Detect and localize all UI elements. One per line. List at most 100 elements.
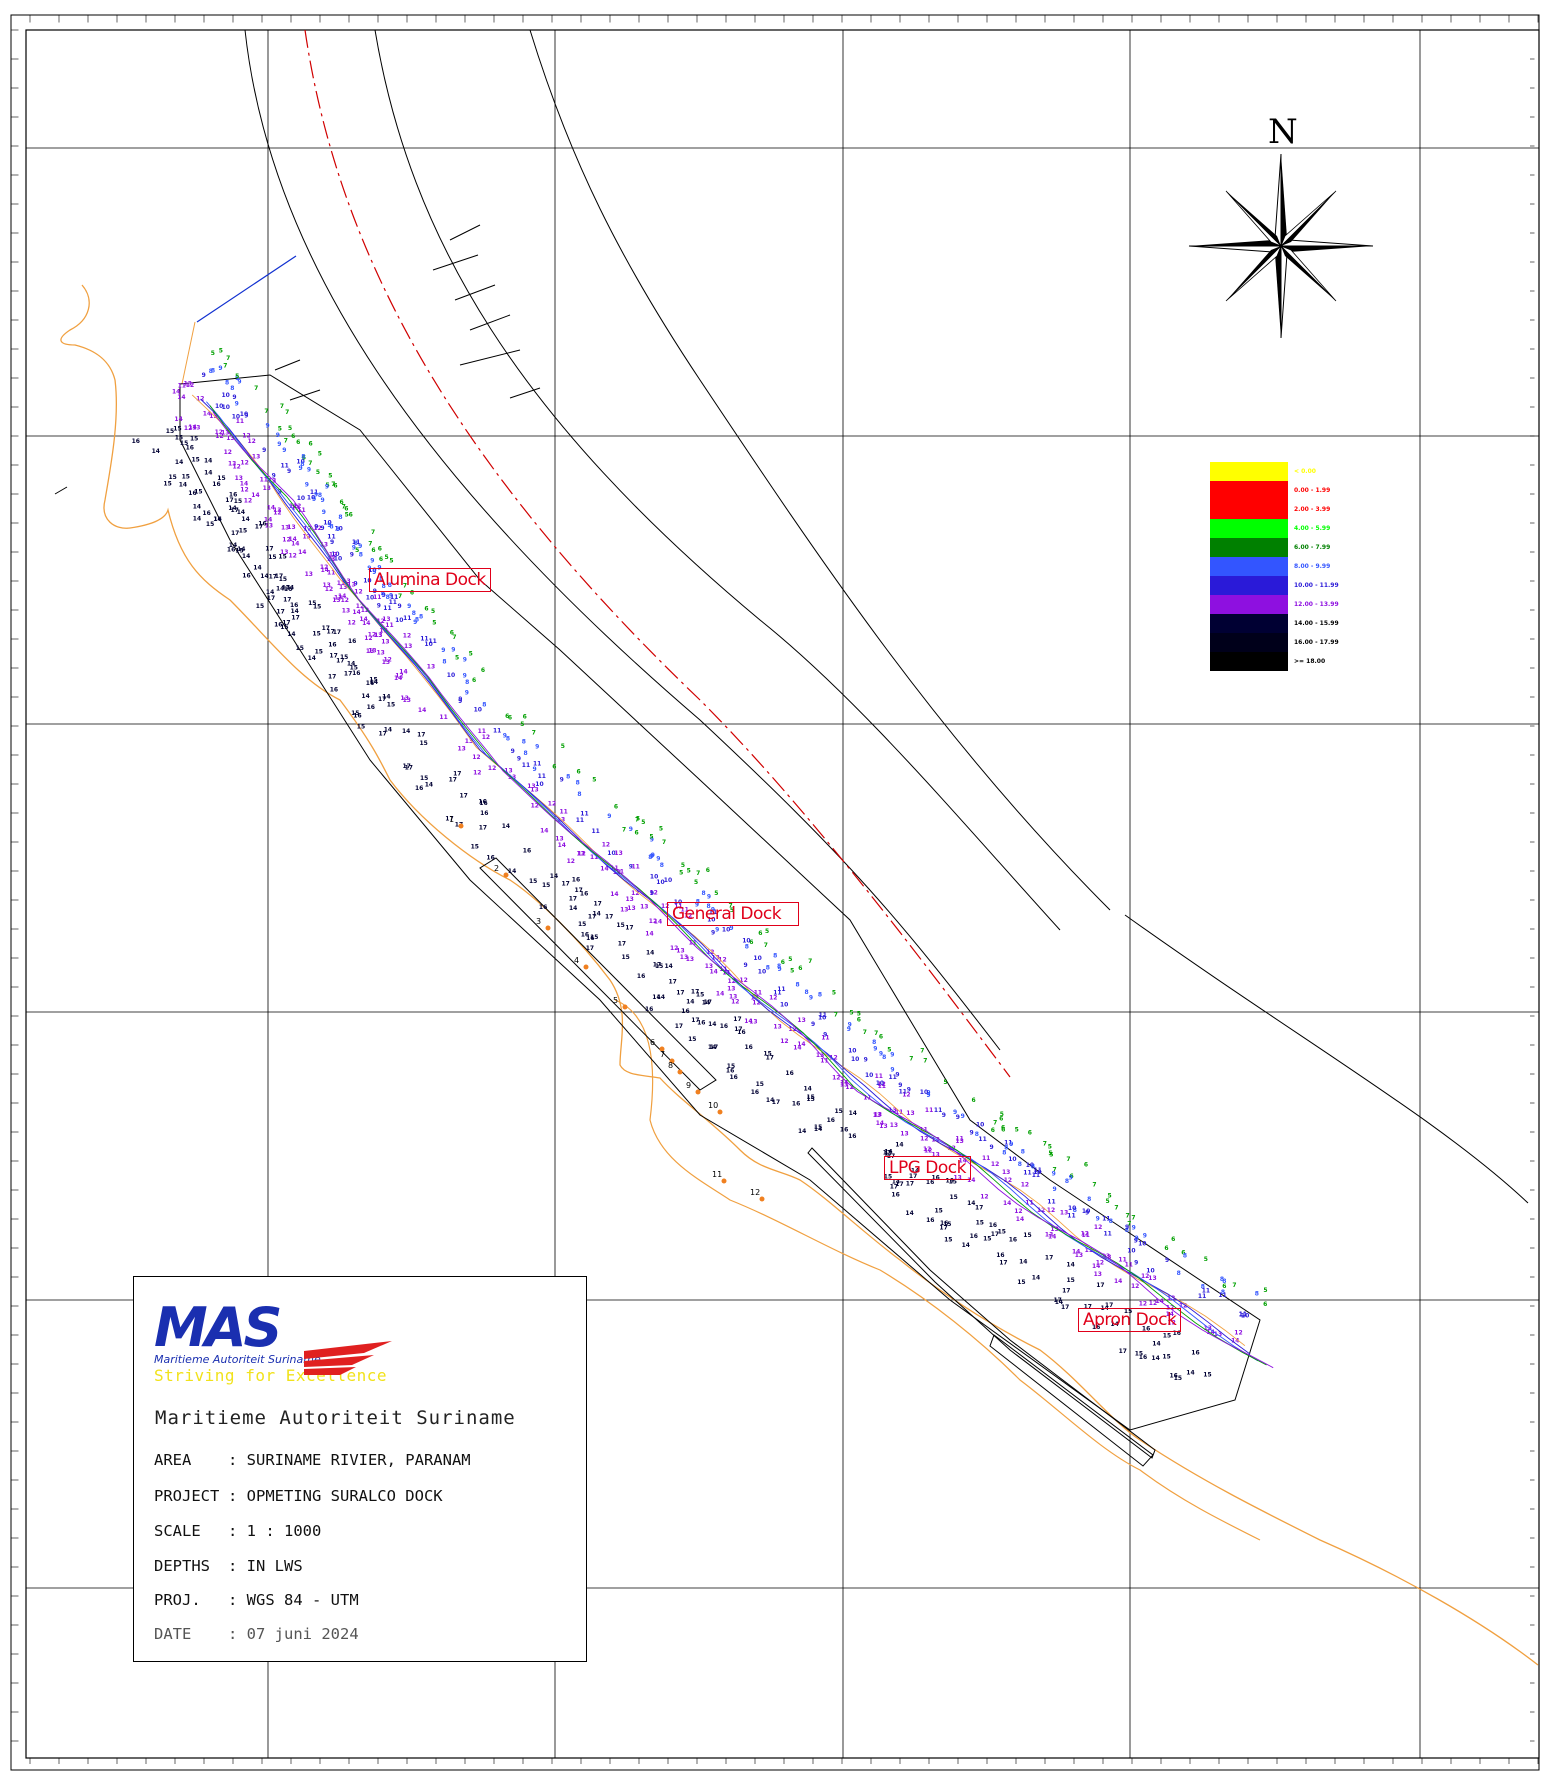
depth-sounding: 9 bbox=[463, 656, 467, 663]
depth-sounding: 16 bbox=[926, 1217, 934, 1224]
depth-sounding: 5 bbox=[592, 776, 596, 783]
depth-sounding: 15 bbox=[169, 474, 177, 481]
depth-sounding: 8 bbox=[1222, 1278, 1226, 1285]
depth-sounding: 13 bbox=[287, 524, 295, 531]
depth-sounding: 12 bbox=[1131, 1283, 1139, 1290]
depth-sounding: 12 bbox=[923, 1146, 931, 1153]
depth-sounding: 6 bbox=[706, 867, 710, 874]
depth-sounding: 9 bbox=[237, 379, 241, 386]
survey-point bbox=[659, 1046, 665, 1052]
depth-sounding: 17 bbox=[460, 792, 468, 799]
depth-sounding: 14 bbox=[884, 1148, 892, 1155]
depth-sounding: 17 bbox=[586, 945, 594, 952]
legend-item: 8.00 - 9.99 bbox=[1210, 557, 1339, 576]
depth-sounding: 14 bbox=[276, 585, 284, 592]
depth-sounding: 16 bbox=[580, 891, 588, 898]
depth-sounding: 8 bbox=[522, 739, 526, 746]
depth-sounding: 14 bbox=[686, 999, 694, 1006]
depth-sounding: 5 bbox=[235, 373, 239, 380]
depth-sounding: 15 bbox=[998, 1229, 1006, 1236]
survey-strip-outline bbox=[179, 374, 1261, 1431]
channel-line-3 bbox=[529, 29, 1111, 911]
depth-sounding: 13 bbox=[192, 425, 200, 432]
depth-sounding: 15 bbox=[166, 428, 174, 435]
depth-sounding: 8 bbox=[773, 952, 777, 959]
depth-sounding: 9 bbox=[218, 365, 222, 372]
depth-sounding: 17 bbox=[895, 1181, 903, 1188]
depth-sounding: 13 bbox=[265, 523, 273, 530]
depth-sounding: 11 bbox=[925, 1107, 933, 1114]
legend-swatch bbox=[1210, 500, 1288, 519]
depth-sounding: 10 bbox=[368, 567, 376, 574]
depth-sounding: 14 bbox=[253, 564, 261, 571]
depth-sounding: 12 bbox=[395, 672, 403, 679]
depth-sounding: 17 bbox=[605, 914, 613, 921]
depth-sounding: 9 bbox=[744, 962, 748, 969]
legend-label: 14.00 - 15.99 bbox=[1294, 620, 1339, 627]
depth-sounding: 14 bbox=[298, 549, 306, 556]
depth-sounding: 14 bbox=[177, 394, 185, 401]
depth-sounding: 6 bbox=[1171, 1236, 1175, 1243]
depth-sounding: 6 bbox=[481, 667, 485, 674]
depth-sounding: 14 bbox=[267, 504, 275, 511]
depth-sounding: 5 bbox=[790, 967, 794, 974]
depth-sounding: 14 bbox=[508, 868, 516, 875]
depth-sounding: 9 bbox=[926, 1092, 930, 1099]
depth-sounding: 11 bbox=[289, 503, 297, 510]
depth-sounding: 13 bbox=[1060, 1210, 1068, 1217]
depth-sounding: 16 bbox=[290, 602, 298, 609]
depth-sounding: 17 bbox=[449, 777, 457, 784]
depth-sounding: 12 bbox=[1021, 1181, 1029, 1188]
depth-sounding: 14 bbox=[892, 1178, 900, 1185]
depth-sounding: 14 bbox=[593, 910, 601, 917]
depth-sounding: 14 bbox=[228, 505, 236, 512]
depth-sounding: 9 bbox=[890, 1052, 894, 1059]
depth-sounding: 7 bbox=[1114, 1204, 1118, 1211]
depth-sounding: 17 bbox=[1096, 1282, 1104, 1289]
depth-sounding: 13 bbox=[577, 851, 585, 858]
depth-sounding: 6 bbox=[378, 545, 382, 552]
depth-sounding: 14 bbox=[600, 866, 608, 873]
legend-item: 14.00 - 15.99 bbox=[1210, 614, 1339, 633]
depth-sounding: 10 bbox=[1026, 1162, 1034, 1169]
depth-sounding: 17 bbox=[1062, 1288, 1070, 1295]
depth-sounding: 15 bbox=[471, 843, 479, 850]
depth-sounding: 13 bbox=[332, 597, 340, 604]
depth-sounding: 5 bbox=[1048, 1144, 1052, 1151]
depth-sounding: 6 bbox=[296, 439, 300, 446]
depth-sounding: 10 bbox=[1241, 1313, 1249, 1320]
depth-sounding: 16 bbox=[212, 481, 220, 488]
depth-sounding: 10 bbox=[865, 1072, 873, 1079]
depth-sounding: 9 bbox=[287, 468, 291, 475]
depth-sounding: 14 bbox=[550, 873, 558, 880]
depth-sounding: 12 bbox=[991, 1161, 999, 1168]
depth-sounding: 14 bbox=[1048, 1234, 1056, 1241]
depth-sounding: 12 bbox=[728, 978, 736, 985]
depth-sounding: 7 bbox=[1053, 1167, 1057, 1174]
depth-sounding: 14 bbox=[1066, 1262, 1074, 1269]
depth-sounding: 14 bbox=[242, 553, 250, 560]
legend-item: 16.00 - 17.99 bbox=[1210, 633, 1339, 652]
depth-sounding: 14 bbox=[1072, 1248, 1080, 1255]
legend-item: 6.00 - 7.99 bbox=[1210, 538, 1339, 557]
depth-sounding: 15 bbox=[949, 1179, 957, 1186]
depth-sounding: 12 bbox=[364, 635, 372, 642]
depth-sounding: 13 bbox=[280, 549, 288, 556]
depth-sounding: 11 bbox=[327, 570, 335, 577]
depth-sounding: 10 bbox=[335, 525, 343, 532]
depth-sounding: 16 bbox=[730, 1074, 738, 1081]
depth-sounding: 11 bbox=[420, 635, 428, 642]
depth-sounding: 15 bbox=[983, 1236, 991, 1243]
depth-sounding: 8 bbox=[506, 736, 510, 743]
scale-row: SCALE: 1 : 1000 bbox=[154, 1522, 321, 1540]
depth-sounding: 9 bbox=[1135, 1235, 1139, 1242]
depth-sounding: 14 bbox=[1003, 1200, 1011, 1207]
depth-sounding: 12 bbox=[980, 1194, 988, 1201]
depth-sounding: 11 bbox=[978, 1136, 986, 1143]
depth-sounding: 11 bbox=[178, 382, 186, 389]
depth-sounding: 13 bbox=[1094, 1271, 1102, 1278]
depth-sounding: 11 bbox=[429, 638, 437, 645]
depth-sounding: 10 bbox=[535, 781, 543, 788]
depth-sounding: 11 bbox=[236, 418, 244, 425]
depth-sounding: 9 bbox=[282, 447, 286, 454]
